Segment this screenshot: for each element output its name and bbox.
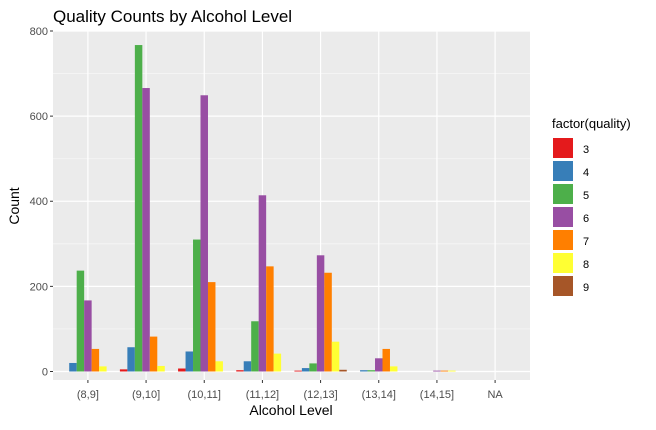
- bar-quality-4: [185, 351, 194, 372]
- bar-quality-4: [127, 347, 135, 372]
- legend-label: 3: [583, 144, 589, 156]
- bar-quality-3: [119, 369, 128, 372]
- bar-quality-6: [316, 255, 325, 372]
- legend-key-9: [553, 276, 573, 296]
- legend: factor(quality) 3 4 5 6 7 8 9: [552, 116, 631, 296]
- chart-title: Quality Counts by Alcohol Level: [53, 7, 292, 26]
- bar-quality-5: [309, 363, 317, 372]
- x-tick-label: (8,9]: [77, 389, 99, 401]
- bar-quality-6: [200, 95, 208, 372]
- y-tick-label: 600: [30, 111, 48, 123]
- bar-quality-8: [215, 361, 223, 372]
- bar-quality-8: [157, 365, 165, 372]
- legend-label: 9: [583, 282, 589, 294]
- bar-quality-7: [149, 336, 158, 372]
- legend-label: 8: [583, 259, 589, 271]
- x-tick-label: (13,14]: [362, 389, 396, 401]
- bar-quality-4: [243, 361, 252, 372]
- bar-quality-8: [331, 341, 340, 372]
- bar-quality-7: [382, 348, 390, 372]
- legend-key-5: [553, 184, 573, 204]
- bar-quality-6: [258, 195, 267, 372]
- legend-label: 7: [583, 236, 589, 248]
- legend-label: 6: [583, 213, 589, 225]
- bars-layer: [69, 45, 456, 372]
- x-tick-label: (11,12]: [246, 389, 279, 401]
- legend-label: 5: [583, 190, 589, 202]
- bar-quality-8: [448, 370, 456, 372]
- bar-quality-4: [360, 370, 368, 372]
- x-tick-label: (9,10]: [132, 389, 160, 401]
- bar-quality-8: [389, 366, 398, 372]
- bar-quality-8: [273, 353, 282, 372]
- x-tick-label: NA: [487, 389, 503, 401]
- bar-quality-6: [433, 370, 441, 372]
- y-axis-label: Count: [6, 187, 22, 224]
- bar-quality-6: [142, 88, 150, 372]
- x-tick-label: (12,13]: [303, 389, 337, 401]
- x-axis-label: Alcohol Level: [249, 402, 332, 418]
- bar-quality-4: [301, 368, 310, 372]
- x-tick-label: (14,15]: [420, 389, 454, 401]
- legend-key-4: [553, 161, 573, 181]
- y-tick-label: 400: [30, 196, 48, 208]
- legend-key-6: [553, 207, 573, 227]
- bar-quality-4: [69, 362, 77, 372]
- bar-quality-5: [251, 321, 259, 372]
- y-axis: 0 200 400 600 800: [30, 26, 53, 378]
- y-tick-label: 800: [30, 26, 48, 38]
- bar-quality-5: [134, 45, 143, 372]
- bar-quality-7: [91, 348, 100, 372]
- bar-quality-3: [178, 368, 186, 372]
- legend-key-3: [553, 138, 573, 158]
- bar-quality-7: [324, 272, 332, 372]
- minor-gridlines: [53, 73, 530, 330]
- bar-quality-7: [266, 266, 274, 372]
- bar-quality-3: [294, 370, 302, 372]
- bar-quality-5: [193, 239, 201, 372]
- legend-key-8: [553, 253, 573, 273]
- x-tick-label: (10,11]: [188, 389, 221, 401]
- y-tick-label: 200: [30, 281, 48, 293]
- bar-quality-7: [207, 282, 216, 372]
- plot-panel: [53, 31, 530, 380]
- bar-quality-7: [440, 370, 449, 372]
- legend-title: factor(quality): [552, 116, 631, 131]
- bar-quality-6: [375, 358, 383, 372]
- x-axis: (8,9] (9,10] (10,11] (11,12] (12,13] (13,14] (…: [77, 380, 503, 401]
- bar-quality-5: [76, 270, 85, 372]
- bar-quality-9: [339, 369, 347, 372]
- legend-key-7: [553, 230, 573, 250]
- bar-quality-3: [236, 370, 244, 372]
- bar-quality-5: [367, 370, 376, 372]
- bar-quality-6: [84, 300, 92, 372]
- legend-label: 4: [583, 167, 589, 179]
- y-tick-label: 0: [42, 366, 48, 378]
- bar-quality-8: [99, 366, 107, 372]
